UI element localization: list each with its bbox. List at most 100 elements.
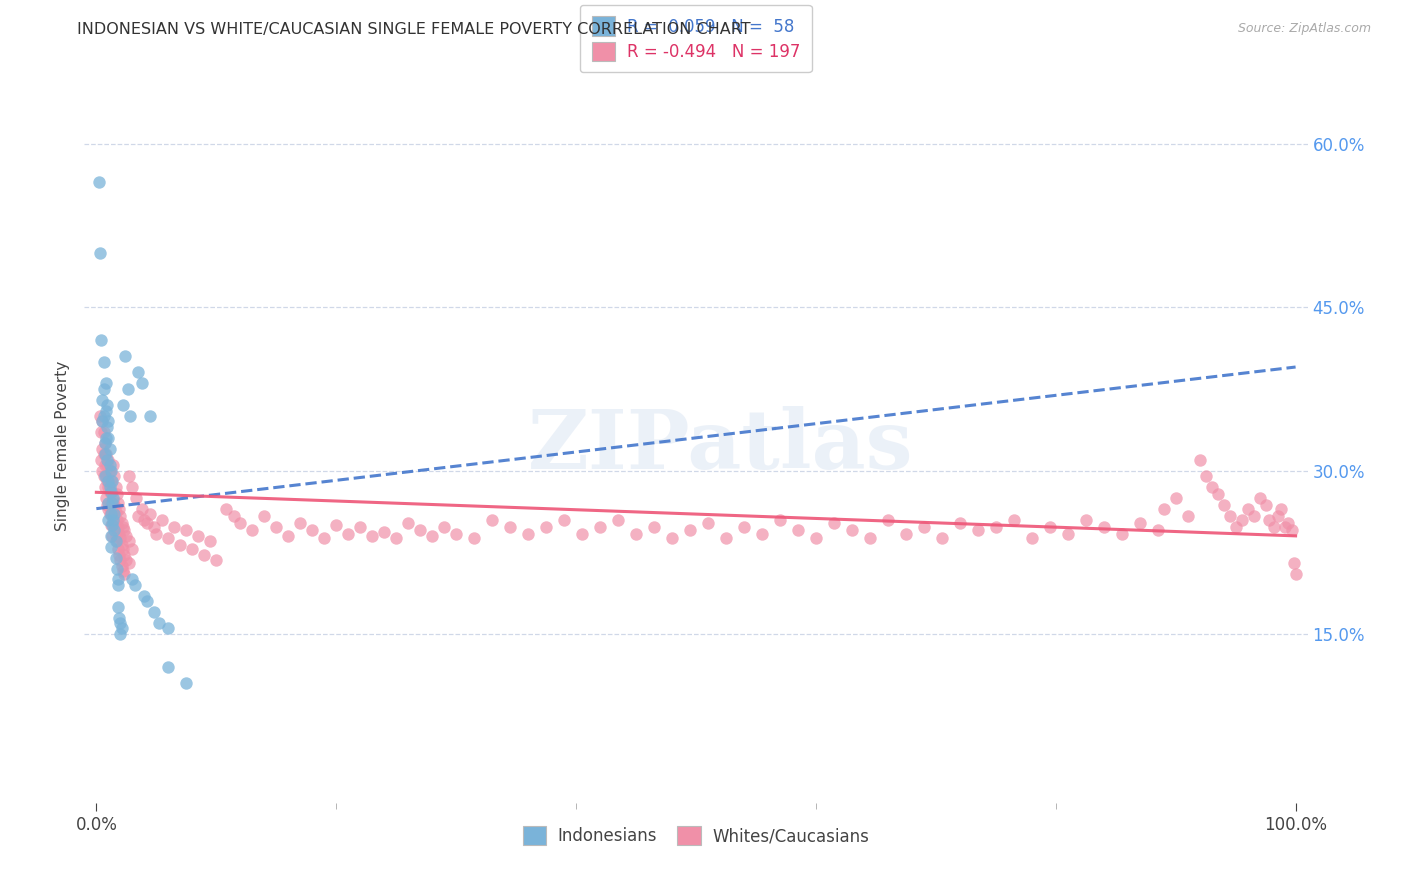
Point (93, 447, 115, 461)
Point (1002, 512, 1025, 526)
Point (714, 531, 737, 545)
Point (1258, 512, 1281, 526)
Point (105, 561, 128, 575)
Point (142, 605, 165, 619)
Point (1225, 520, 1247, 534)
Point (110, 538, 132, 552)
Point (215, 501, 238, 516)
Point (89, 409, 111, 423)
Point (104, 534, 127, 549)
Point (1284, 567, 1306, 582)
Point (115, 529, 138, 543)
Point (481, 512, 503, 526)
Point (1111, 526, 1133, 541)
Point (93, 458, 117, 472)
Point (103, 520, 125, 534)
Y-axis label: Single Female Poverty: Single Female Poverty (55, 361, 70, 531)
Point (93, 382, 115, 396)
Point (697, 516, 720, 530)
Point (87, 175, 110, 189)
Point (94, 376, 117, 391)
Point (193, 549, 215, 563)
Point (104, 550, 127, 565)
Point (103, 469, 125, 483)
Point (1039, 520, 1062, 534)
Point (108, 549, 131, 563)
Point (1212, 499, 1234, 513)
Point (107, 541, 129, 556)
Point (859, 531, 882, 545)
Point (93, 425, 115, 440)
Legend: Indonesians, Whites/Caucasians: Indonesians, Whites/Caucasians (513, 816, 879, 855)
Point (127, 366, 149, 380)
Point (148, 615, 170, 630)
Point (187, 529, 209, 543)
Point (1021, 531, 1043, 545)
Point (112, 524, 135, 538)
Point (101, 496, 124, 510)
Point (174, 524, 197, 538)
Point (118, 556, 141, 570)
Point (90, 425, 112, 440)
Point (804, 531, 827, 545)
Point (97, 475, 120, 489)
Point (90, 452, 112, 467)
Point (93, 480, 117, 494)
Point (93, 409, 115, 423)
Point (157, 622, 180, 636)
Point (101, 516, 124, 530)
Point (169, 538, 191, 552)
Text: INDONESIAN VS WHITE/CAUCASIAN SINGLE FEMALE POVERTY CORRELATION CHART: INDONESIAN VS WHITE/CAUCASIAN SINGLE FEM… (77, 22, 751, 37)
Point (118, 534, 141, 549)
Point (104, 505, 127, 519)
Point (98, 458, 121, 472)
Point (101, 475, 124, 489)
Point (91, 463, 114, 477)
Point (100, 496, 122, 510)
Point (1219, 509, 1241, 524)
Point (108, 610, 131, 624)
Point (101, 485, 124, 500)
Point (103, 524, 125, 538)
Point (94, 403, 117, 417)
Point (949, 516, 972, 530)
Point (589, 520, 612, 534)
Point (607, 512, 630, 526)
Point (97, 512, 120, 526)
Point (98, 485, 121, 500)
Point (90, 333, 112, 347)
Point (110, 622, 132, 636)
Point (135, 516, 157, 530)
Point (463, 531, 485, 545)
Point (1274, 520, 1296, 534)
Point (103, 507, 125, 521)
Point (97, 480, 120, 494)
Point (337, 526, 360, 541)
Point (96, 452, 118, 467)
Point (290, 516, 312, 530)
Point (229, 516, 252, 530)
Point (100, 529, 122, 543)
Point (787, 524, 810, 538)
Point (142, 520, 165, 534)
Point (98, 507, 121, 521)
Point (1146, 524, 1168, 538)
Point (115, 553, 138, 567)
Point (100, 463, 122, 477)
Point (98, 480, 121, 494)
Point (643, 520, 665, 534)
Point (420, 529, 443, 543)
Point (912, 520, 935, 534)
Point (107, 573, 129, 587)
Point (373, 524, 395, 539)
Point (110, 531, 132, 545)
Point (96, 398, 118, 412)
Point (1201, 480, 1223, 494)
Point (110, 615, 132, 630)
Point (301, 524, 323, 538)
Point (409, 524, 432, 538)
Point (139, 409, 162, 423)
Point (841, 524, 863, 538)
Point (97, 496, 120, 510)
Point (98, 442, 121, 456)
